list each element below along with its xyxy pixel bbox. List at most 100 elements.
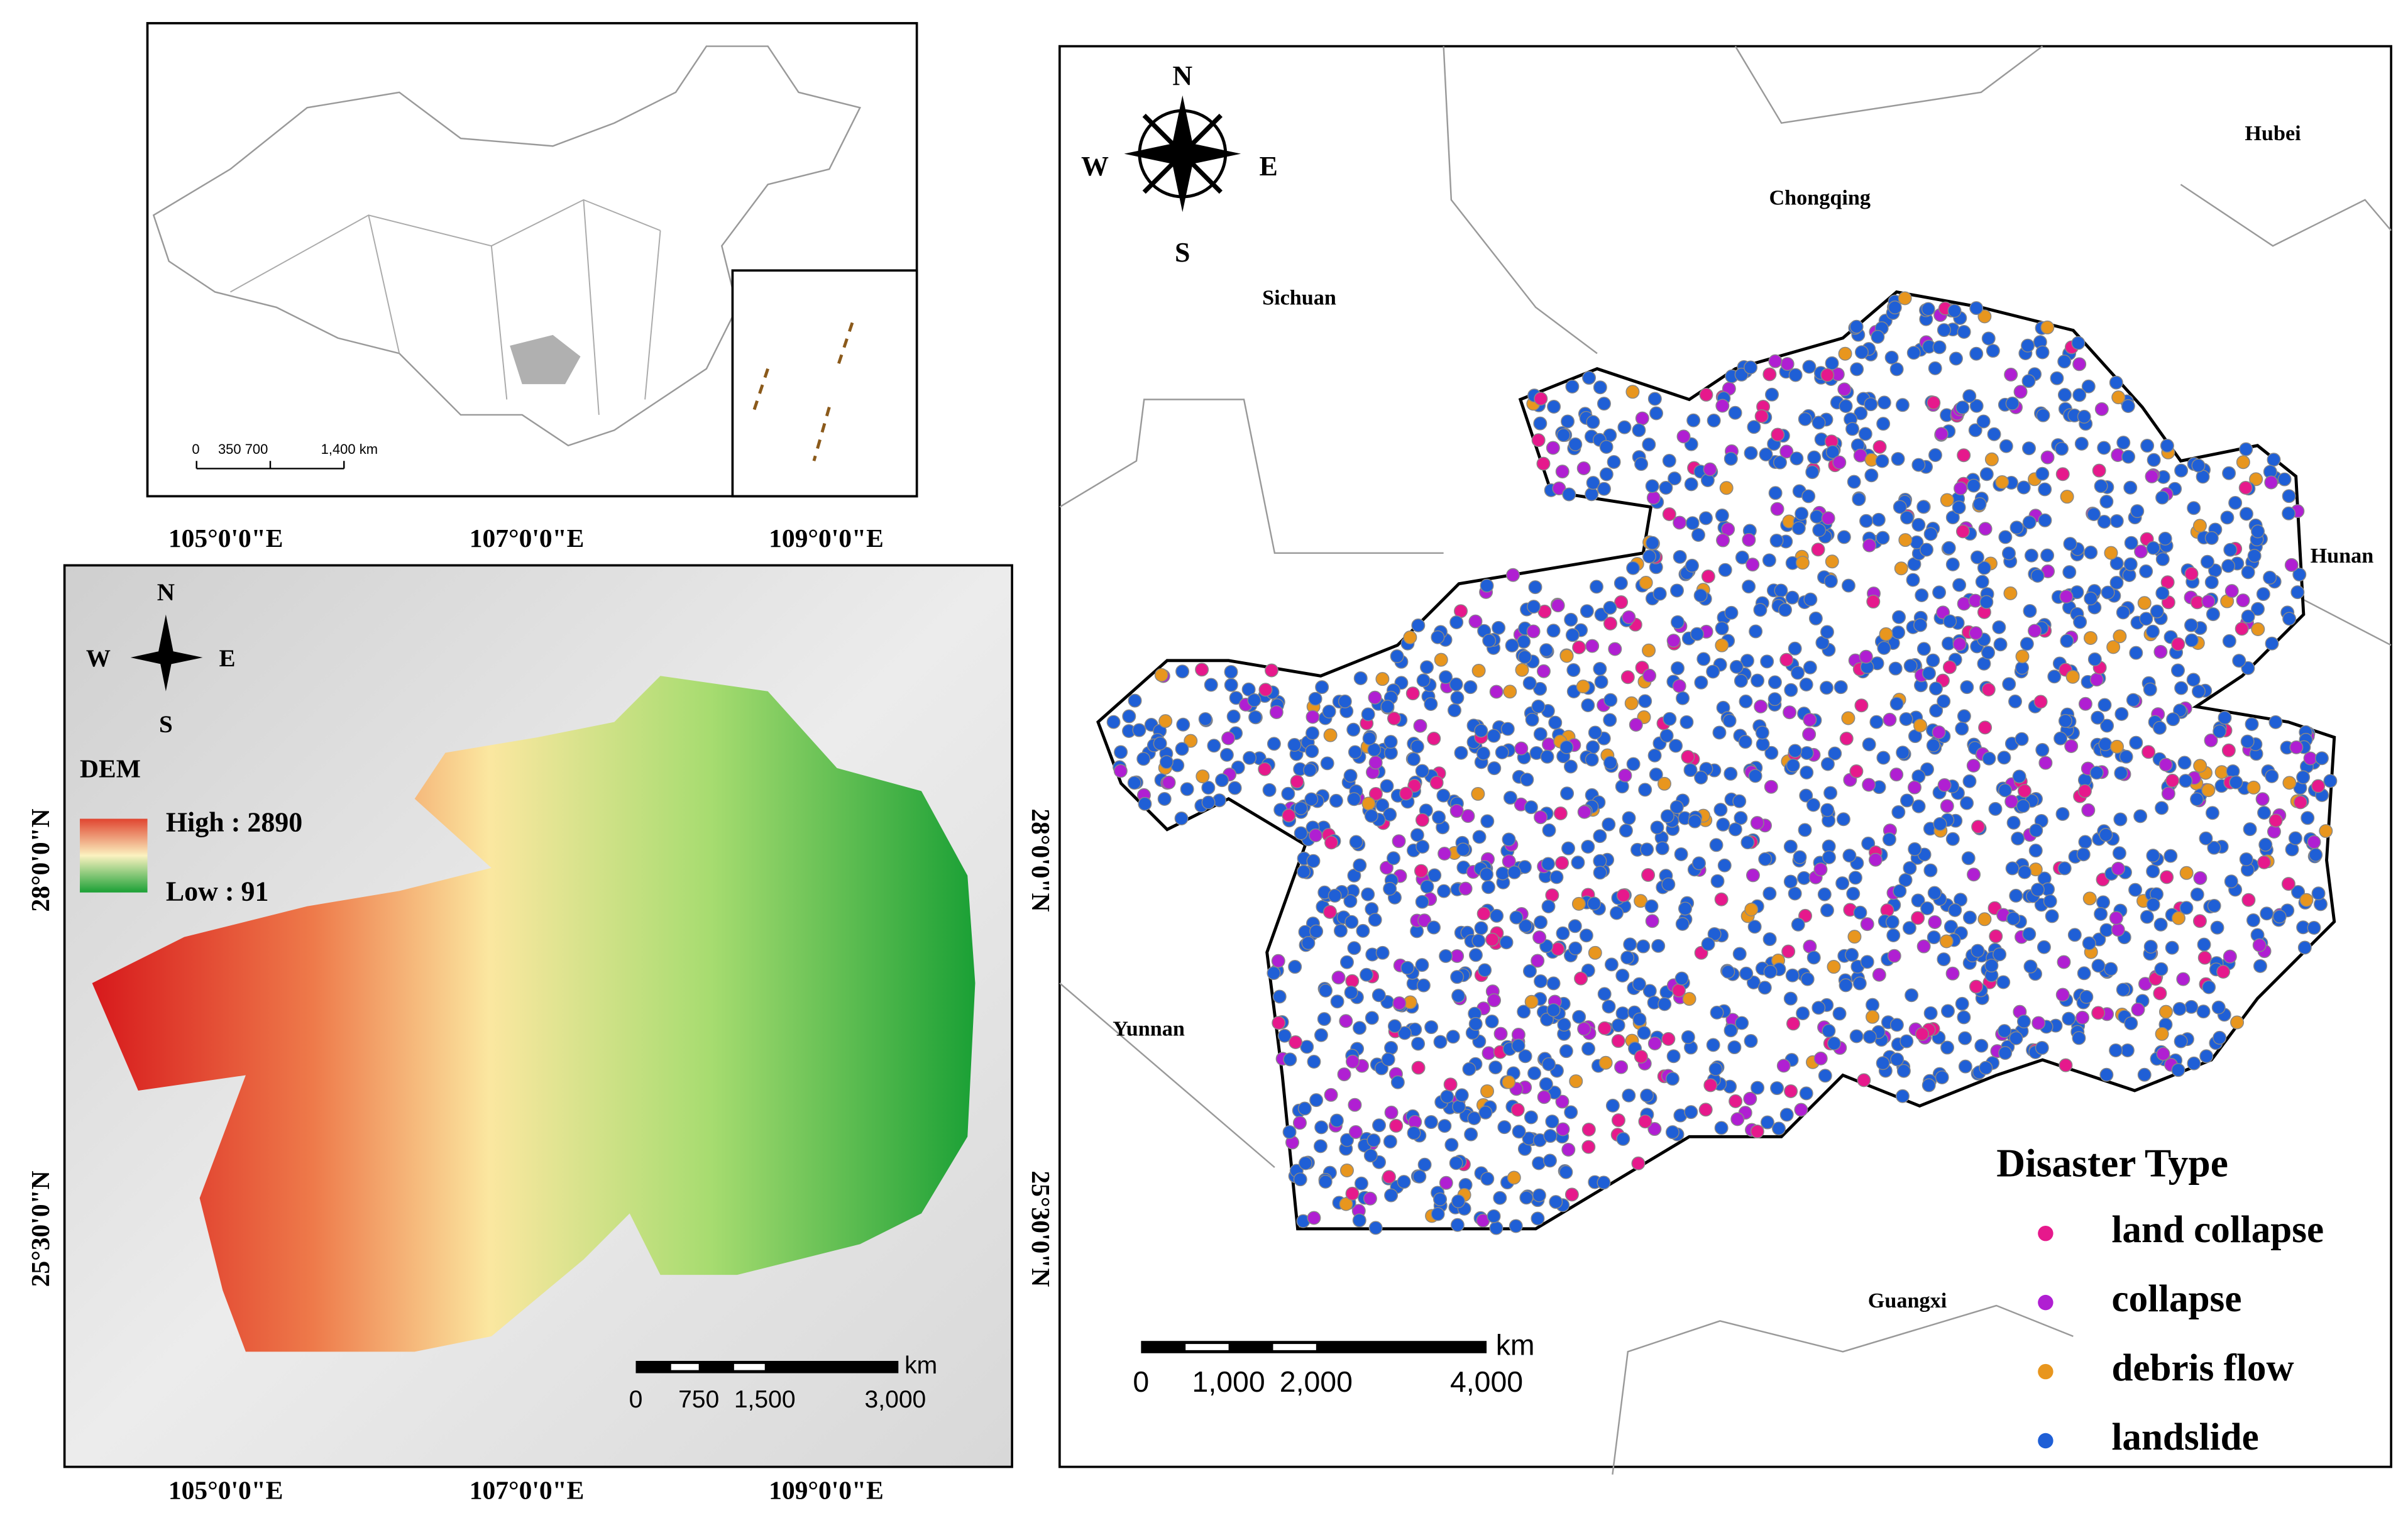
disaster-point [1615, 968, 1630, 982]
disaster-point [1958, 1031, 1972, 1045]
disaster-point [1272, 989, 1287, 1004]
disaster-point [1913, 718, 1928, 733]
disaster-point [1669, 800, 1684, 814]
disaster-point [1380, 700, 1395, 714]
disaster-point [1762, 553, 1776, 568]
disaster-point [1791, 666, 1805, 680]
disaster-point [2241, 661, 2255, 675]
disaster-point [1514, 741, 1529, 756]
disaster-point [1305, 744, 1319, 759]
disaster-point [2222, 466, 2236, 480]
disaster-point [1680, 715, 1694, 729]
disaster-point [1602, 999, 1616, 1014]
disaster-point [1706, 664, 1720, 679]
disaster-point [2059, 1058, 2073, 1072]
disaster-point [1903, 659, 1918, 673]
disaster-point [1984, 959, 1999, 973]
disaster-point [2154, 962, 2169, 976]
disaster-point [1424, 697, 1438, 711]
disaster-point [2119, 749, 2133, 764]
disaster-point [2272, 910, 2287, 924]
disaster-point [2059, 589, 2074, 603]
disaster-point [2303, 751, 2317, 766]
disaster-point [2192, 519, 2207, 533]
disaster-point [2091, 1006, 2106, 1020]
disaster-point [1828, 746, 1842, 761]
disaster-point [1641, 867, 1656, 882]
disaster-point [1614, 595, 1629, 610]
disaster-point [1841, 711, 1855, 725]
disaster-point [1724, 766, 1738, 781]
disaster-point [1928, 915, 1942, 929]
disaster-point [1429, 776, 1444, 790]
disaster-point [1770, 1081, 1784, 1096]
disaster-point [1773, 455, 1787, 470]
disaster-point [1507, 1170, 1521, 1185]
disaster-point [2311, 886, 2326, 901]
scale-label: 4,000 [1450, 1365, 1523, 1398]
disaster-point [2152, 720, 2167, 735]
disaster-point [1673, 549, 1687, 564]
disaster-point [1805, 465, 1820, 480]
disaster-point [1559, 1044, 1573, 1059]
disaster-point [1672, 679, 1686, 693]
disaster-point [1665, 1125, 1680, 1140]
disaster-point [1977, 561, 1991, 575]
disaster-point [1468, 948, 1483, 962]
disaster-point [1832, 455, 1847, 470]
disaster-point [1724, 451, 1738, 466]
disaster-point [2094, 402, 2109, 416]
lon-label: 109°0'0"E [769, 524, 884, 553]
disaster-point [1344, 915, 1359, 929]
disaster-point [2112, 846, 2126, 861]
disaster-point [1556, 926, 1570, 940]
disaster-point [1449, 804, 1464, 818]
compass-e: E [219, 645, 236, 672]
disaster-point [1303, 763, 1317, 778]
disaster-point [2137, 1067, 2152, 1082]
disaster-point [1510, 1103, 1525, 1117]
disaster-point [1416, 978, 1431, 993]
disaster-point [1943, 920, 1958, 934]
disaster-point [1746, 558, 1760, 572]
disaster-point [1629, 717, 1643, 732]
disaster-point [2143, 682, 2157, 696]
disaster-point [1581, 698, 1595, 712]
disaster-point [1294, 826, 1308, 840]
disaster-point [1981, 683, 1996, 697]
disaster-point [2299, 893, 2314, 907]
disaster-point [2265, 636, 2279, 651]
disaster-point [1655, 841, 1669, 856]
disaster-point [1932, 340, 1947, 355]
disaster-point [2113, 629, 2127, 644]
disaster-point [1444, 1138, 1459, 1152]
disaster-point [2158, 757, 2173, 772]
disaster-point [1957, 1010, 1971, 1025]
disaster-point [1228, 781, 1242, 795]
disaster-point [1392, 834, 1406, 849]
disaster-point [1360, 967, 1373, 982]
disaster-point [1383, 881, 1397, 896]
disaster-point [2022, 515, 2037, 529]
disaster-point [2281, 877, 2295, 891]
disaster-point [1390, 1075, 1405, 1089]
disaster-point [1526, 624, 1541, 639]
disaster-point [2003, 586, 2018, 600]
disaster-point [1854, 698, 1869, 713]
disaster-point [1960, 796, 1974, 810]
disaster-point [2213, 724, 2227, 739]
disaster-point [2124, 536, 2138, 550]
disaster-point [1524, 800, 1538, 815]
disaster-point [1136, 752, 1151, 766]
disaster-point [1524, 994, 1539, 1009]
disaster-point [2241, 609, 2255, 624]
disaster-point [2094, 479, 2108, 493]
disaster-point [1411, 1037, 1426, 1051]
disaster-point [1307, 1211, 1321, 1225]
disaster-point [1754, 699, 1768, 713]
disaster-point [1755, 725, 1769, 740]
disaster-point [2106, 640, 2121, 654]
disaster-point [1215, 773, 1229, 788]
disaster-point [1659, 729, 1674, 743]
disaster-point [1588, 725, 1602, 740]
